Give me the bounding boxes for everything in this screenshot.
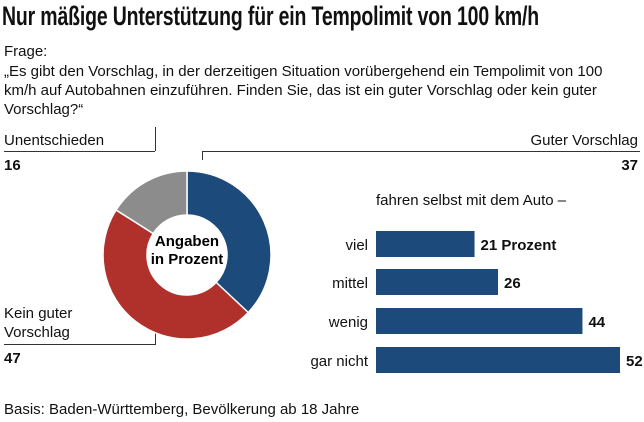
chart-title: Nur mäßige Unterstützung für ein Tempoli… bbox=[2, 1, 540, 31]
donut-slice-1 bbox=[102, 208, 250, 340]
donut-center-line-2: in Prozent bbox=[151, 251, 224, 268]
bar-category-label-2: wenig bbox=[328, 314, 368, 331]
bar-3 bbox=[376, 347, 620, 373]
bar-chart: viel 21 Prozent mittel 26 wenig 44 gar nicht 52 bbox=[310, 231, 643, 373]
leader-line-guter bbox=[202, 151, 640, 152]
bar-1 bbox=[376, 269, 498, 295]
donut-value-unentschieden: 16 bbox=[4, 157, 21, 174]
bar-value-label-2: 44 bbox=[588, 314, 605, 331]
bar-value-label-3: 52 bbox=[626, 353, 643, 370]
bar-chart-title: fahren selbst mit dem Auto – bbox=[376, 192, 567, 209]
leader-tick-guter bbox=[202, 151, 203, 160]
bar-value-label-0: 21 Prozent bbox=[481, 237, 557, 254]
donut-label-unentschieden: Unentschieden bbox=[4, 132, 105, 149]
bar-category-label-3: gar nicht bbox=[310, 353, 368, 370]
leader-tick-unentschieden bbox=[155, 127, 156, 151]
donut-chart bbox=[102, 170, 272, 340]
question-label: Frage: bbox=[4, 43, 48, 60]
donut-value-guter: 37 bbox=[621, 157, 638, 174]
donut-slice-0 bbox=[186, 170, 272, 314]
leader-line-kein-guter bbox=[4, 344, 156, 345]
donut-slice-2 bbox=[115, 170, 188, 235]
donut-label-kein-guter: Kein guter Vorschlag bbox=[4, 305, 73, 341]
bar-2 bbox=[376, 308, 583, 334]
donut-label-guter: Guter Vorschlag bbox=[530, 132, 638, 149]
bar-0 bbox=[376, 231, 475, 257]
footer-note: Basis: Baden-Württemberg, Bevölkerung ab… bbox=[4, 401, 360, 418]
donut-value-kein-guter: 47 bbox=[4, 350, 21, 367]
bar-category-label-0: viel bbox=[345, 237, 368, 254]
leader-line-unentschieden bbox=[4, 151, 155, 152]
bar-category-label-1: mittel bbox=[332, 275, 368, 292]
question-text: „Es gibt den Vorschlag, in der derzeitig… bbox=[4, 63, 603, 118]
bar-value-label-1: 26 bbox=[504, 275, 521, 292]
donut-center-line-1: Angaben bbox=[155, 233, 219, 250]
